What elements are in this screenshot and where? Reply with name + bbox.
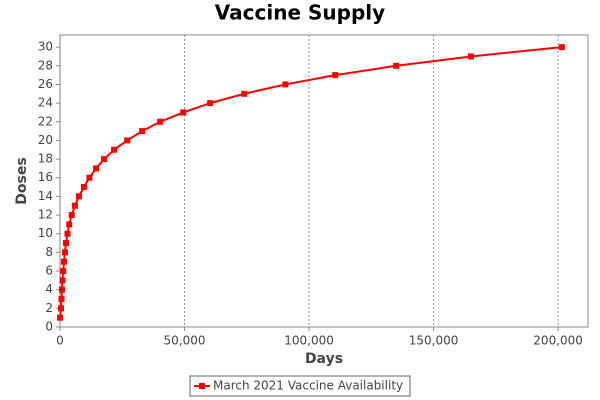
data-point [86, 174, 93, 181]
data-point [61, 249, 68, 256]
data-point [93, 165, 100, 172]
data-point [157, 118, 164, 125]
data-point [80, 184, 87, 191]
plot-area [59, 34, 589, 328]
x-tick-label: 200,000 [533, 334, 583, 348]
y-tick-label: 2 [45, 301, 53, 315]
y-tick-label: 30 [38, 40, 53, 54]
legend-label: March 2021 Vaccine Availability [213, 379, 403, 393]
x-tick-label: 150,000 [409, 334, 459, 348]
y-tick-label: 28 [38, 58, 53, 72]
x-tick-label: 50,000 [164, 334, 206, 348]
x-axis-label: Days [305, 351, 343, 367]
data-point [71, 202, 78, 209]
data-point [62, 240, 69, 247]
y-tick-label: 12 [38, 208, 53, 222]
y-axis-label: Doses [14, 157, 30, 204]
data-point [282, 81, 289, 88]
data-point [58, 296, 65, 303]
data-point [124, 137, 131, 144]
x-tick-label: 100,000 [284, 334, 334, 348]
data-point [241, 90, 248, 97]
data-point [139, 128, 146, 135]
data-point [60, 258, 67, 265]
y-tick-label: 0 [45, 320, 53, 334]
data-point [57, 314, 63, 321]
data-point [332, 72, 339, 79]
y-tick-label: 10 [38, 226, 53, 240]
y-tick-label: 26 [38, 77, 53, 91]
data-point [101, 156, 108, 163]
data-point [64, 230, 71, 237]
data-point [58, 286, 65, 293]
data-point [180, 109, 187, 116]
chart-title: Vaccine Supply [215, 1, 385, 25]
data-point [207, 100, 214, 107]
y-tick-label: 4 [45, 282, 53, 296]
data-point [558, 44, 565, 51]
data-point [75, 193, 82, 200]
y-tick-label: 6 [45, 264, 53, 278]
x-tick-label: 0 [56, 334, 64, 348]
legend-box [189, 375, 411, 397]
data-point [57, 305, 64, 312]
data-point [59, 277, 66, 284]
y-tick-label: 22 [38, 114, 53, 128]
y-tick-label: 14 [38, 189, 53, 203]
y-tick-label: 8 [45, 245, 53, 259]
data-point [467, 53, 474, 60]
data-point [60, 268, 67, 275]
data-point [68, 212, 75, 219]
data-point [66, 221, 73, 228]
y-tick-label: 16 [38, 170, 53, 184]
data-point [393, 62, 400, 69]
data-point [111, 146, 118, 153]
y-tick-label: 24 [38, 96, 53, 110]
legend-marker [199, 383, 205, 389]
y-tick-label: 20 [38, 133, 53, 147]
y-tick-label: 18 [38, 152, 53, 166]
